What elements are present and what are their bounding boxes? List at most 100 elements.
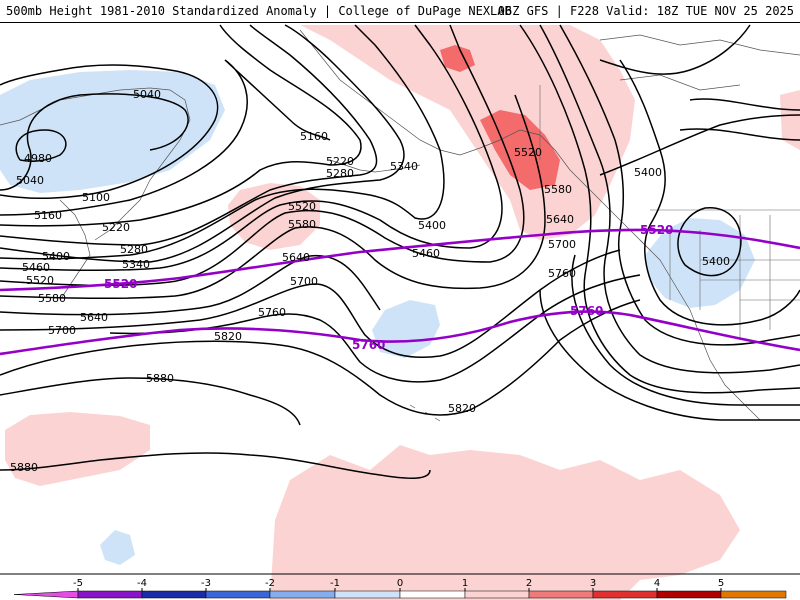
colorbar-swatch — [77, 590, 143, 599]
siberian-coastline — [0, 87, 191, 241]
contour-5400-west — [0, 24, 445, 260]
climatology-5520-line — [0, 228, 800, 292]
contour-label: 5460 — [412, 247, 440, 260]
colorbar-swatch — [399, 590, 466, 599]
climatology-label: 5760 — [352, 338, 385, 352]
colorbar-swatch — [13, 590, 79, 599]
contour-label: 5880 — [10, 461, 38, 474]
contour-5100 — [0, 64, 219, 199]
anomaly-map: 5040 4980 5040 5100 5160 5160 5220 5220 … — [0, 24, 800, 600]
colorbar-swatch — [334, 590, 401, 599]
negative-anomaly-small-south — [100, 530, 135, 565]
geography-lines — [0, 29, 800, 422]
contour-label: 5580 — [38, 292, 66, 305]
contour-east-5760 — [539, 289, 800, 421]
contour-5160 — [0, 59, 331, 216]
contour-label: 5820 — [214, 330, 242, 343]
colorbar-tick-label: -3 — [201, 578, 211, 589]
contour-5880-north — [0, 377, 301, 426]
contour-north-ridge-5400 — [599, 114, 800, 176]
colorbar-tick-label: 2 — [526, 578, 532, 589]
colorbar-swatch — [656, 590, 722, 599]
alaska-coastline — [299, 29, 651, 251]
strong-positive-anomaly-north — [440, 45, 475, 72]
map-header: 500mb Height 1981-2010 Standardized Anom… — [0, 0, 800, 23]
climatology-5760-line — [0, 310, 800, 356]
contour-label: 5700 — [290, 275, 318, 288]
contour-4980 — [15, 129, 67, 162]
contour-5640-west — [0, 254, 381, 316]
contour-label: 5520 — [514, 146, 542, 159]
colorbar-swatch — [464, 590, 530, 599]
negative-anomaly-pacific-trough — [372, 300, 440, 358]
colorbar-swatch — [141, 590, 207, 599]
colorbar-tick-label: 4 — [654, 578, 660, 589]
north-america-west-coast — [639, 239, 761, 421]
colorbar-tick-label: 3 — [590, 578, 596, 589]
colorbar-tick-label: -2 — [265, 578, 275, 589]
contour-label: 5880 — [146, 372, 174, 385]
contour-east-5640 — [519, 24, 800, 394]
height-contours — [0, 24, 800, 480]
colorbar-tick-labels: -5 -4 -3 -2 -1 0 1 2 3 4 5 — [73, 578, 724, 591]
colorbar-tick-label: 1 — [462, 578, 468, 589]
contour-label: 5520 — [26, 274, 54, 287]
colorbar-swatch — [528, 590, 594, 599]
colorbar-tick-label: -1 — [330, 578, 340, 589]
contour-label: 5460 — [22, 261, 50, 274]
colorbar-swatch — [269, 590, 336, 599]
colorbar-tick-label: 5 — [718, 578, 724, 589]
contour-label: 5160 — [300, 130, 328, 143]
contour-5340 — [0, 24, 405, 263]
model-run-info: 06Z GFS | F228 Valid: 18Z TUE NOV 25 202… — [497, 4, 794, 18]
contour-5880-south — [0, 452, 431, 480]
contour-label: 5760 — [258, 306, 286, 319]
map-title: 500mb Height 1981-2010 Standardized Anom… — [6, 4, 512, 18]
colorbar-tick-label: -5 — [73, 578, 83, 589]
contour-label: 5220 — [326, 155, 354, 168]
contour-label: 5580 — [288, 218, 316, 231]
positive-anomaly-northeast-corner — [780, 90, 800, 150]
climatology-label: 5520 — [640, 223, 673, 237]
contour-label: 5400 — [418, 219, 446, 232]
colorbar-swatch — [205, 590, 271, 599]
climatology-label: 5760 — [570, 304, 603, 318]
contour-east-5460 — [619, 59, 800, 326]
contour-label: 5640 — [546, 213, 574, 226]
contour-label: 5220 — [102, 221, 130, 234]
contour-5820 — [0, 299, 641, 416]
contour-label: 5700 — [548, 238, 576, 251]
contour-5040 — [0, 93, 189, 191]
contour-label-group: 5040 4980 5040 5100 5160 5160 5220 5220 … — [10, 88, 730, 474]
climatology-label-group: 5520 5520 5760 5760 — [104, 223, 673, 352]
aleutian-islands — [329, 159, 421, 173]
positive-anomaly-north-ridge — [470, 25, 560, 85]
positive-anomaly-top-west — [360, 25, 420, 34]
contour-label: 5160 — [34, 209, 62, 222]
contour-east-5700 — [571, 254, 800, 406]
contour-label: 5580 — [544, 183, 572, 196]
colorbar-swatches — [13, 590, 787, 599]
contour-label: 5760 — [548, 267, 576, 280]
climatology-contours — [0, 228, 800, 356]
arctic-islands — [599, 34, 800, 91]
colorbar-tick-label: 0 — [397, 578, 403, 589]
contour-label: 5640 — [282, 251, 310, 264]
contour-east-5400-loop — [677, 207, 742, 277]
state-borders — [669, 215, 800, 340]
contour-5700-west — [0, 249, 621, 359]
anomaly-shading — [0, 25, 800, 600]
colorbar-swatch — [720, 590, 787, 599]
contour-label: 5400 — [634, 166, 662, 179]
colorbar-tick-label: -4 — [137, 578, 147, 589]
contour-label: 5040 — [16, 174, 44, 187]
contour-5280 — [0, 24, 378, 246]
contour-northeast — [599, 24, 800, 141]
contour-label: 5820 — [448, 402, 476, 415]
contour-label: 5700 — [48, 324, 76, 337]
contour-label: 5340 — [122, 258, 150, 271]
contour-5460 — [0, 24, 503, 272]
contour-label: 5640 — [80, 311, 108, 324]
contour-label: 5400 — [702, 255, 730, 268]
contour-5220 — [0, 24, 362, 227]
